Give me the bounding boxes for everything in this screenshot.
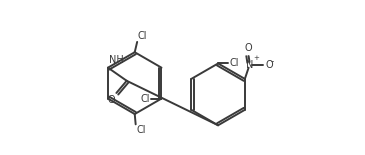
Text: N: N [246, 60, 253, 70]
Text: NH: NH [109, 55, 124, 65]
Text: +: + [253, 55, 259, 62]
Text: Cl: Cl [136, 125, 146, 135]
Text: O: O [265, 60, 273, 70]
Text: O: O [107, 95, 115, 105]
Text: -: - [271, 57, 274, 66]
Text: Cl: Cl [141, 94, 150, 104]
Text: Cl: Cl [229, 58, 239, 69]
Text: Cl: Cl [138, 31, 147, 41]
Text: O: O [245, 43, 253, 53]
